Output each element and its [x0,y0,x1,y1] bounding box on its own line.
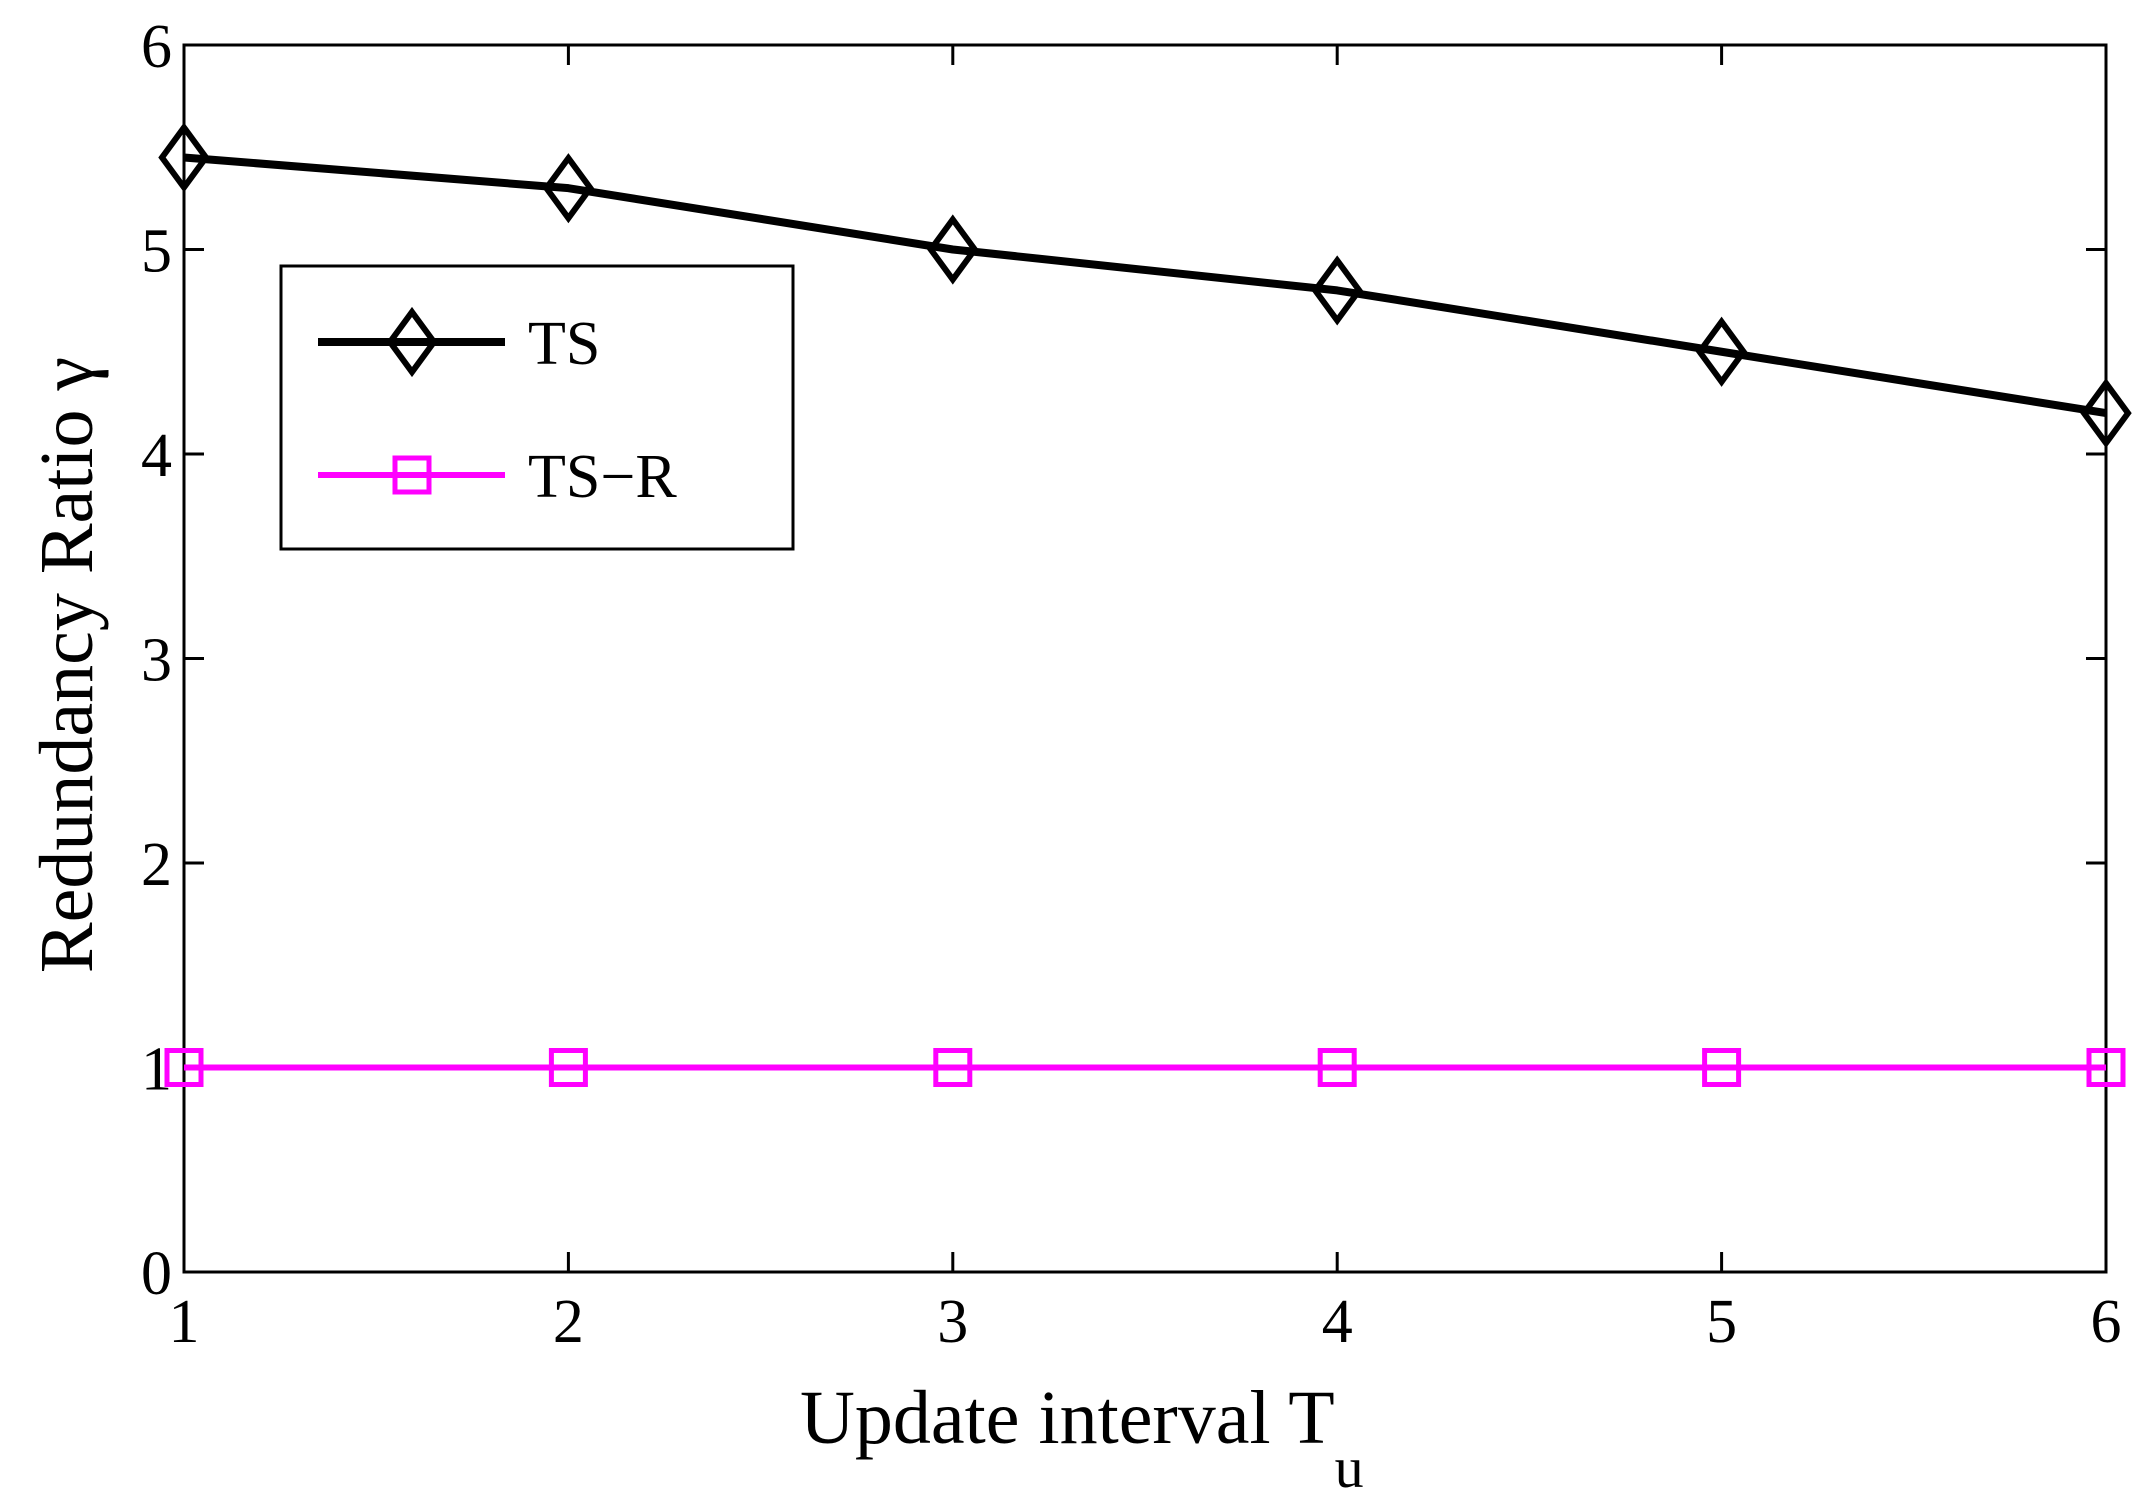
plot-area [182,43,2108,1274]
y-tick-label: 6 [141,13,172,81]
data-point-ts-r [164,1048,204,1087]
data-point-ts [542,153,595,224]
legend-marker-shape [386,306,438,378]
x-tick-label: 4 [1322,1288,1353,1356]
data-point-ts-r [1317,1048,1357,1087]
data-point-ts [158,122,210,193]
series-markers [158,122,2132,1087]
x-axis-title-main: Update interval T [800,1376,1335,1460]
data-point-ts-r [933,1048,973,1087]
x-tick-label: 1 [169,1288,200,1356]
series-line-ts [183,153,2107,418]
x-tick-label: 5 [1706,1288,1737,1356]
y-tick-label: 2 [141,831,172,899]
x-tick-label: 2 [553,1288,584,1356]
x-axis-title: Update interval Tu [800,1376,1364,1500]
legend-box [279,264,795,551]
legend-label-ts-r: TS−R [528,443,677,511]
series-lines [183,153,2107,1071]
legend-marker-ts-r [392,455,432,495]
legend-label-ts: TS [528,310,600,378]
data-point-ts-r [1702,1048,1742,1087]
data-point-ts [927,214,979,285]
data-point-ts [1695,316,1748,387]
x-tick-label: 3 [937,1288,968,1356]
y-axis-title: Redundancy Ratio γ [25,357,109,973]
legend-marker-shape [392,455,432,495]
axis-ticks [182,43,2108,1274]
legend: TS TS−R [279,264,795,551]
x-axis-title-subscript: u [1335,1435,1364,1500]
y-tick-label: 3 [141,627,172,695]
data-point-ts-r [2086,1048,2126,1087]
y-tick-label: 4 [141,422,172,490]
data-point-ts [1311,255,1363,326]
data-point-ts [2080,378,2132,449]
data-point-ts-r [548,1048,588,1087]
x-tick-label: 6 [2091,1288,2122,1356]
y-tick-label: 0 [141,1240,172,1308]
legend-marker-ts [386,306,438,378]
y-tick-label: 5 [141,218,172,286]
